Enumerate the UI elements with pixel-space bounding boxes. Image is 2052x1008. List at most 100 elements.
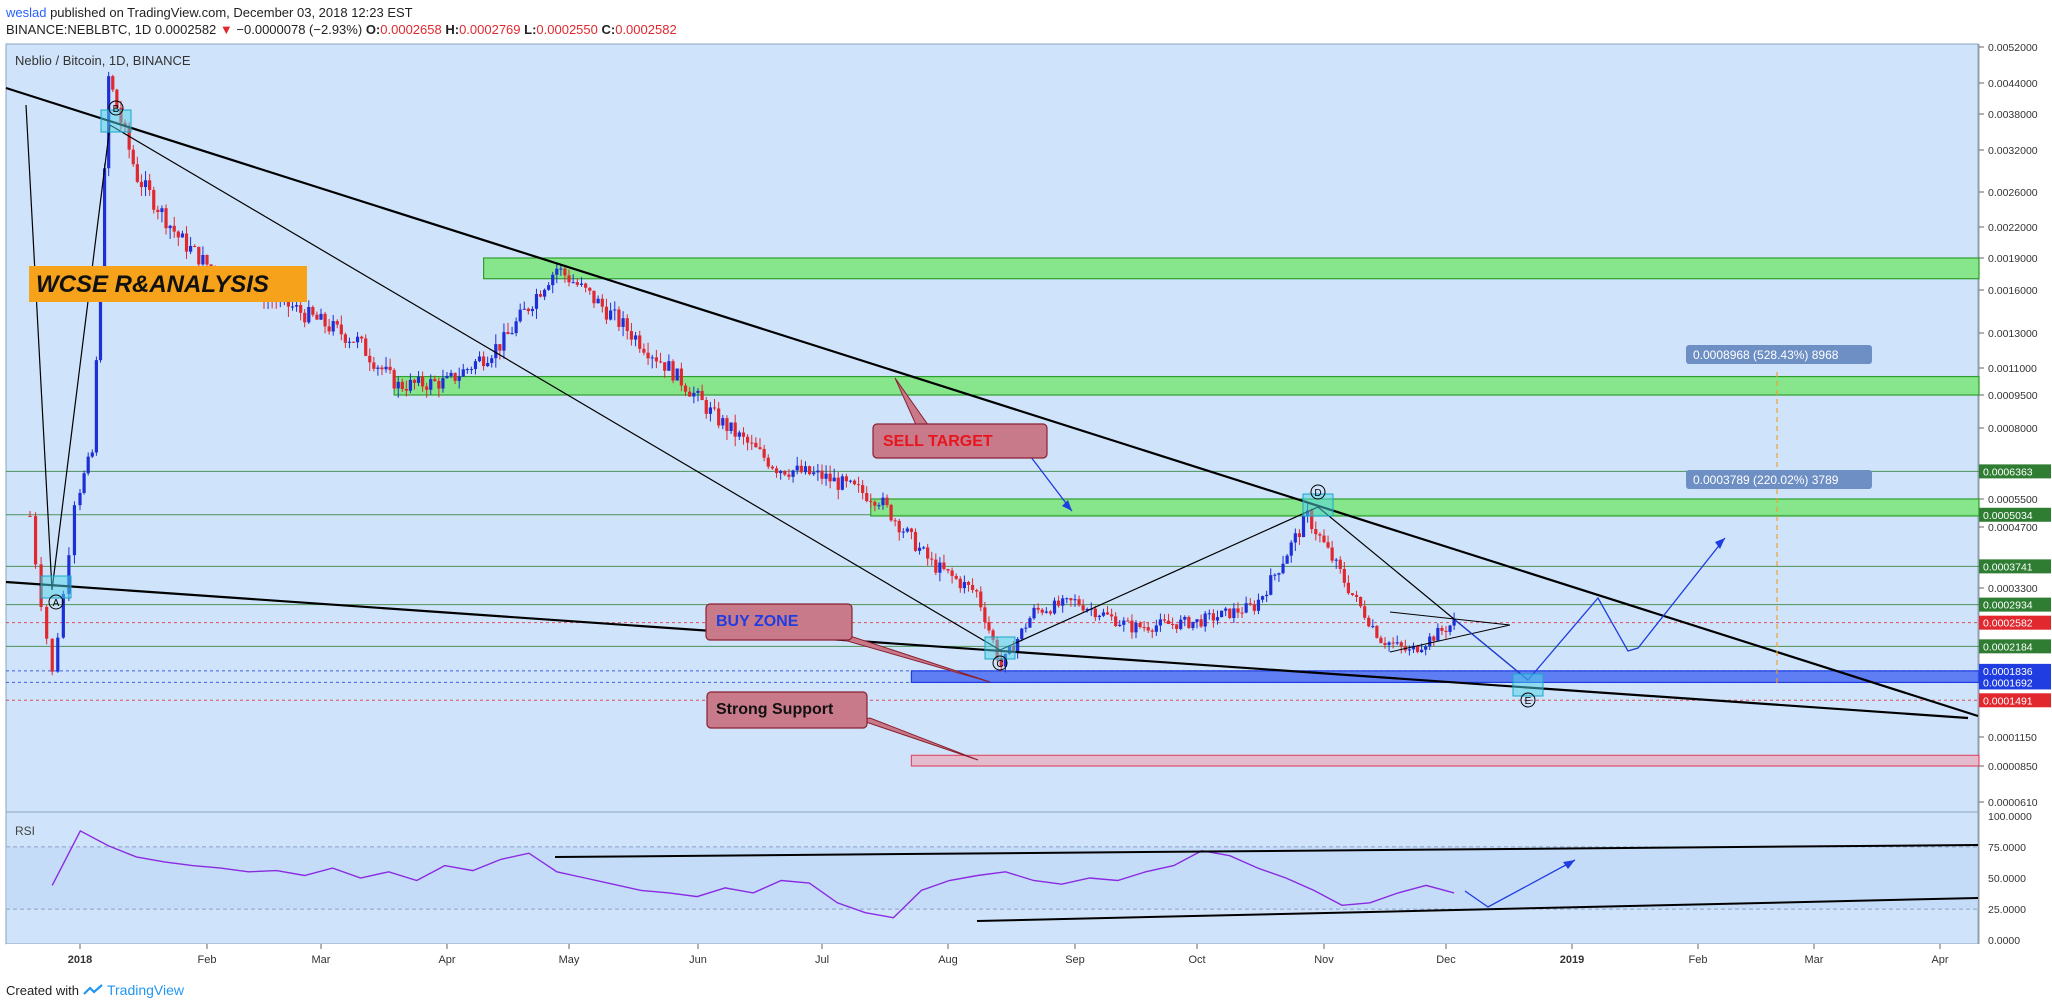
- candle-body: [380, 367, 384, 370]
- brand-box[interactable]: [29, 266, 307, 302]
- trend-line[interactable]: [1389, 624, 1511, 653]
- candle-body: [547, 285, 551, 290]
- price-zone[interactable]: [910, 754, 1980, 767]
- candle-body: [571, 282, 575, 284]
- x-tick-label: Sep: [1065, 954, 1085, 966]
- pivot-box[interactable]: [1302, 493, 1334, 517]
- pivot-box[interactable]: [984, 636, 1016, 660]
- pivot-box[interactable]: [1512, 673, 1544, 697]
- trend-line[interactable]: [999, 506, 1319, 651]
- candle-body: [360, 336, 364, 339]
- y-tick-label: 0.0019000: [1988, 253, 2038, 265]
- candle-body: [290, 306, 295, 308]
- tradingview-logo-icon: [83, 984, 103, 995]
- y-tick-label: 0.0013000: [1988, 328, 2038, 340]
- candle-body: [934, 559, 938, 573]
- price-zone[interactable]: [870, 498, 1980, 517]
- candle-body: [696, 390, 700, 393]
- candle-body: [1379, 637, 1383, 644]
- candle-body: [543, 289, 547, 297]
- price-badge: [1979, 615, 2051, 630]
- candle-body: [502, 332, 506, 351]
- candle-body: [1415, 645, 1420, 653]
- trend-line[interactable]: [109, 124, 1001, 651]
- candle-body: [1228, 608, 1232, 619]
- price-zone[interactable]: [393, 375, 1980, 396]
- candle-body: [1036, 607, 1040, 610]
- y-tick-label: 0.0001150: [1988, 732, 2037, 744]
- projection-path[interactable]: [1454, 537, 1726, 681]
- price-badge-label: 0.0001692: [1983, 677, 2033, 689]
- trend-line[interactable]: [5, 86, 1979, 718]
- buy-zone-callout[interactable]: [705, 603, 853, 641]
- candle-body: [930, 558, 934, 560]
- candle-body: [115, 89, 119, 108]
- candle-body: [861, 485, 865, 494]
- candle-body: [307, 307, 311, 323]
- x-tick-label: May: [559, 954, 580, 966]
- candle-body: [1375, 626, 1379, 638]
- price-zone[interactable]: [483, 257, 1980, 280]
- candle-body: [184, 233, 189, 252]
- candle-body: [832, 477, 836, 482]
- candle-body: [327, 326, 331, 332]
- rsi-trend-line[interactable]: [976, 897, 1979, 922]
- pivot-box[interactable]: [40, 575, 72, 599]
- candle-body: [490, 358, 494, 363]
- x-tick-label: Apr: [438, 954, 455, 966]
- price-badge: [1979, 597, 2051, 612]
- candle-body: [135, 164, 139, 182]
- candle-body: [433, 379, 437, 382]
- candle-body: [67, 555, 71, 594]
- pivot-label: C: [996, 659, 1003, 670]
- candle-body: [885, 497, 889, 505]
- candle-body: [1215, 617, 1220, 621]
- sell-target-callout[interactable]: [872, 423, 1048, 459]
- candle-body: [1448, 625, 1452, 632]
- candle-body: [429, 379, 433, 390]
- rsi-arrow[interactable]: [1464, 859, 1576, 908]
- strong-support-callout[interactable]: [706, 691, 868, 729]
- candle-body: [824, 473, 828, 479]
- candle-body: [449, 372, 453, 376]
- candle-body: [78, 492, 82, 506]
- chart-header: weslad published on TradingView.com, Dec…: [6, 4, 677, 38]
- candle-body: [98, 277, 103, 361]
- pivot-label: A: [53, 598, 60, 609]
- candle-body: [856, 484, 861, 486]
- candle-body: [901, 531, 905, 533]
- rsi-trend-line[interactable]: [554, 844, 1979, 858]
- tradingview-brand[interactable]: TradingView: [106, 982, 185, 998]
- candle-body: [770, 466, 774, 469]
- price-badge: [1979, 464, 2051, 479]
- trend-line[interactable]: [1389, 611, 1511, 626]
- candle-body: [482, 356, 486, 367]
- candle-body: [315, 314, 319, 320]
- trend-line[interactable]: [51, 124, 111, 591]
- pivot-box[interactable]: [100, 109, 132, 133]
- measure-label-1[interactable]: [1686, 345, 1872, 364]
- candle-body: [962, 582, 966, 589]
- candle-body: [294, 305, 299, 307]
- rsi-line: [51, 829, 1455, 919]
- candle-body: [1236, 608, 1240, 613]
- author-link[interactable]: weslad: [6, 5, 47, 20]
- candle-body: [881, 497, 885, 506]
- candle-body: [991, 630, 995, 640]
- measure-label-2[interactable]: [1686, 470, 1872, 489]
- x-tick-label: Oct: [1188, 954, 1205, 966]
- candle-body: [758, 447, 762, 449]
- trend-line[interactable]: [25, 104, 53, 591]
- candle-body: [412, 379, 417, 383]
- candle-body: [787, 474, 791, 477]
- candle-body: [1211, 613, 1215, 621]
- candle-body: [189, 245, 193, 252]
- rsi-band: [6, 847, 1978, 909]
- price-badge-label: 0.0002934: [1983, 600, 2033, 612]
- candle-body: [877, 505, 881, 507]
- x-tick-label: Nov: [1314, 954, 1334, 966]
- candle-body: [1244, 603, 1248, 613]
- candle-body: [176, 231, 180, 238]
- candle-body: [1301, 515, 1306, 538]
